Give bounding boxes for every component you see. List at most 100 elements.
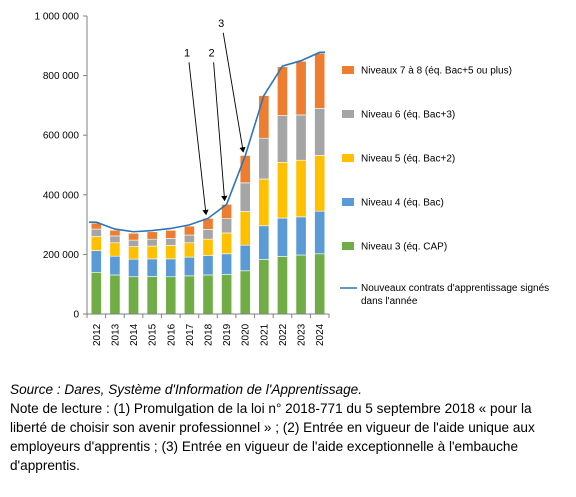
bar-segment [295, 159, 307, 218]
bar-segment [109, 255, 121, 276]
bar-segment [128, 239, 139, 247]
bar-segment [221, 253, 233, 275]
legend-swatch [342, 66, 354, 74]
x-tick-label: 2013 [110, 323, 121, 346]
bar-segment [109, 229, 121, 237]
bar-segment [183, 234, 195, 244]
y-tick-label: 800 000 [43, 71, 80, 82]
bar-segment [146, 258, 158, 277]
bar-segment [295, 216, 307, 256]
y-tick-label: 1 000 000 [35, 12, 80, 23]
bar-segment [146, 276, 158, 315]
bar-segment [165, 245, 177, 260]
bar-segment [128, 246, 139, 260]
bar-segment [258, 95, 270, 139]
bar-segment [258, 137, 270, 180]
y-tick-label: 600 000 [43, 131, 80, 142]
bar-segment [183, 242, 195, 258]
legend-label: Niveaux 7 à 8 (éq. Bac+5 ou plus) [361, 66, 512, 77]
x-tick-label: 2021 [259, 323, 270, 346]
x-tick-label: 2019 [222, 323, 233, 346]
x-tick-label: 2024 [315, 323, 326, 346]
bar-segment [109, 274, 121, 315]
x-tick-label: 2018 [204, 323, 215, 346]
bar-segment [202, 274, 214, 315]
annotation-label: 2 [209, 47, 215, 59]
bar-segment [314, 155, 326, 212]
stacked-bars [90, 52, 326, 315]
bar-segment [314, 108, 326, 156]
reading-note: Note de lecture : (1) Promulgation de la… [10, 401, 535, 473]
legend: Niveaux 7 à 8 (éq. Bac+5 ou plus) Niveau … [340, 66, 549, 307]
y-tick-label: 0 [73, 310, 79, 321]
legend-label: Niveau 5 (éq. Bac+2) [361, 154, 455, 165]
bar-segment [183, 275, 195, 315]
y-tick-label: 400 000 [43, 190, 80, 201]
annotation-arrow [213, 62, 228, 202]
x-tick-label: 2014 [129, 323, 140, 346]
annotation-arrow [222, 32, 246, 153]
y-tick-label: 200 000 [43, 250, 80, 261]
bar-segment [239, 182, 251, 212]
legend-line-label: Nouveaux contrats d'apprentissage signés [361, 283, 549, 294]
bar-segment [90, 271, 102, 315]
x-tick-label: 2022 [278, 323, 289, 346]
legend-swatch [342, 242, 354, 250]
bar-segment [258, 178, 270, 227]
bar-segment [314, 210, 326, 255]
annotation-label: 3 [218, 18, 224, 30]
bar-segment [165, 258, 177, 278]
x-tick-label: 2023 [297, 323, 308, 346]
bar-segment [295, 60, 307, 116]
bar-segment [146, 238, 158, 247]
bar-segment [202, 238, 214, 256]
bar-segment [314, 52, 326, 109]
y-axis: 0 200 000 400 000 600 000 800 000 1 000 000 [35, 12, 88, 321]
bar-segment [109, 235, 121, 244]
apprenticeship-chart: 0 200 000 400 000 600 000 800 000 1 000 000 2… [35, 12, 550, 347]
bar-segment [183, 225, 195, 236]
bar-segment [202, 229, 214, 240]
x-tick-label: 2020 [241, 323, 252, 346]
x-tick-label: 2017 [185, 323, 196, 346]
contracts-line [89, 51, 325, 233]
bar-segment [109, 242, 121, 257]
bar-segment [165, 238, 177, 246]
bar-segment [165, 229, 177, 239]
annotation-label: 1 [184, 47, 190, 59]
bar-segment [239, 244, 251, 272]
legend-label: Niveau 6 (éq. Bac+3) [361, 110, 455, 121]
legend-line-label-cont: dans l'année [361, 296, 418, 307]
x-tick-label: 2015 [148, 323, 159, 346]
annotations: 1 2 3 [184, 18, 246, 216]
annotation-arrow [188, 62, 209, 216]
bar-segment [90, 236, 102, 251]
bar-segment [258, 225, 270, 260]
bar-segment [146, 245, 158, 260]
bar-segment [128, 276, 139, 315]
bar-segment [277, 162, 288, 219]
bar-segment [239, 155, 251, 184]
bar-segment [128, 258, 139, 278]
legend-label: Niveau 3 (éq. CAP) [361, 242, 447, 253]
bar-segment [314, 253, 326, 315]
bar-segment [221, 218, 233, 234]
chart-notes: Source : Dares, Système d'Information de… [10, 380, 572, 475]
bar-segment [258, 259, 270, 315]
bar-segment [239, 211, 251, 246]
legend-swatch [342, 154, 354, 162]
bar-segment [90, 250, 102, 273]
bar-segment [295, 114, 307, 161]
legend-swatch [342, 198, 354, 206]
bar-segment [202, 255, 214, 276]
bar-segment [295, 254, 307, 315]
x-tick-label: 2012 [92, 323, 103, 346]
bar-segment [277, 115, 288, 163]
bar-segment [221, 232, 233, 255]
bar-segment [277, 256, 288, 315]
bar-segment [221, 274, 233, 315]
x-axis: 2012 2013 2014 2015 2016 2017 2018 2019 2020 2021… [86, 313, 330, 346]
bar-segment [128, 232, 139, 241]
bar-segment [165, 276, 177, 315]
source-text: Source : Dares, Système d'Information de… [10, 382, 363, 397]
